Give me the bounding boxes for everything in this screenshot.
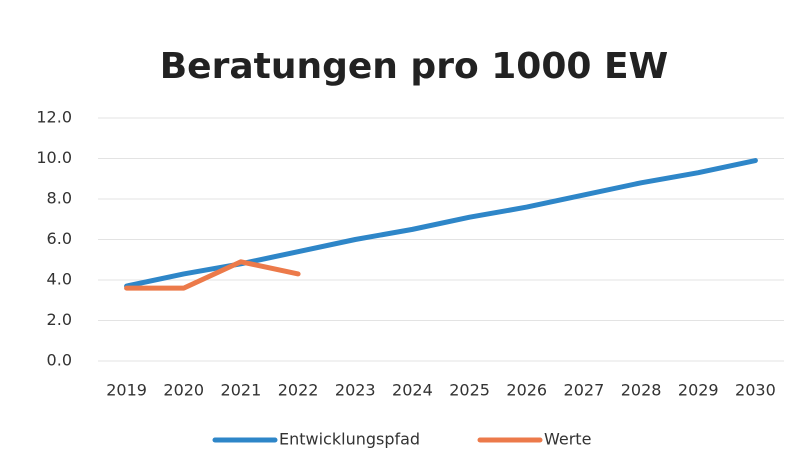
- x-tick-label: 2026: [506, 381, 547, 400]
- x-tick-label: 2029: [678, 381, 719, 400]
- x-tick-label: 2021: [221, 381, 262, 400]
- y-tick-label: 8.0: [47, 189, 72, 208]
- x-tick-label: 2019: [106, 381, 147, 400]
- y-tick-label: 12.0: [36, 108, 72, 127]
- legend-label: Werte: [544, 430, 591, 449]
- chart-title: Beratungen pro 1000 EW: [160, 46, 669, 87]
- y-tick-label: 4.0: [47, 270, 72, 289]
- y-tick-label: 10.0: [36, 148, 72, 167]
- x-tick-label: 2025: [449, 381, 490, 400]
- x-tick-label: 2028: [621, 381, 662, 400]
- legend-label: Entwicklungspfad: [279, 430, 420, 449]
- series-line: [124, 158, 758, 289]
- x-tick-label: 2020: [163, 381, 204, 400]
- y-tick-label: 0.0: [47, 351, 72, 370]
- y-tick-label: 2.0: [47, 310, 72, 329]
- x-tick-label: 2030: [735, 381, 776, 400]
- x-tick-label: 2027: [564, 381, 605, 400]
- y-tick-label: 6.0: [47, 229, 72, 248]
- x-tick-label: 2024: [392, 381, 433, 400]
- series-line: [124, 259, 301, 291]
- x-tick-label: 2022: [278, 381, 319, 400]
- x-tick-label: 2023: [335, 381, 376, 400]
